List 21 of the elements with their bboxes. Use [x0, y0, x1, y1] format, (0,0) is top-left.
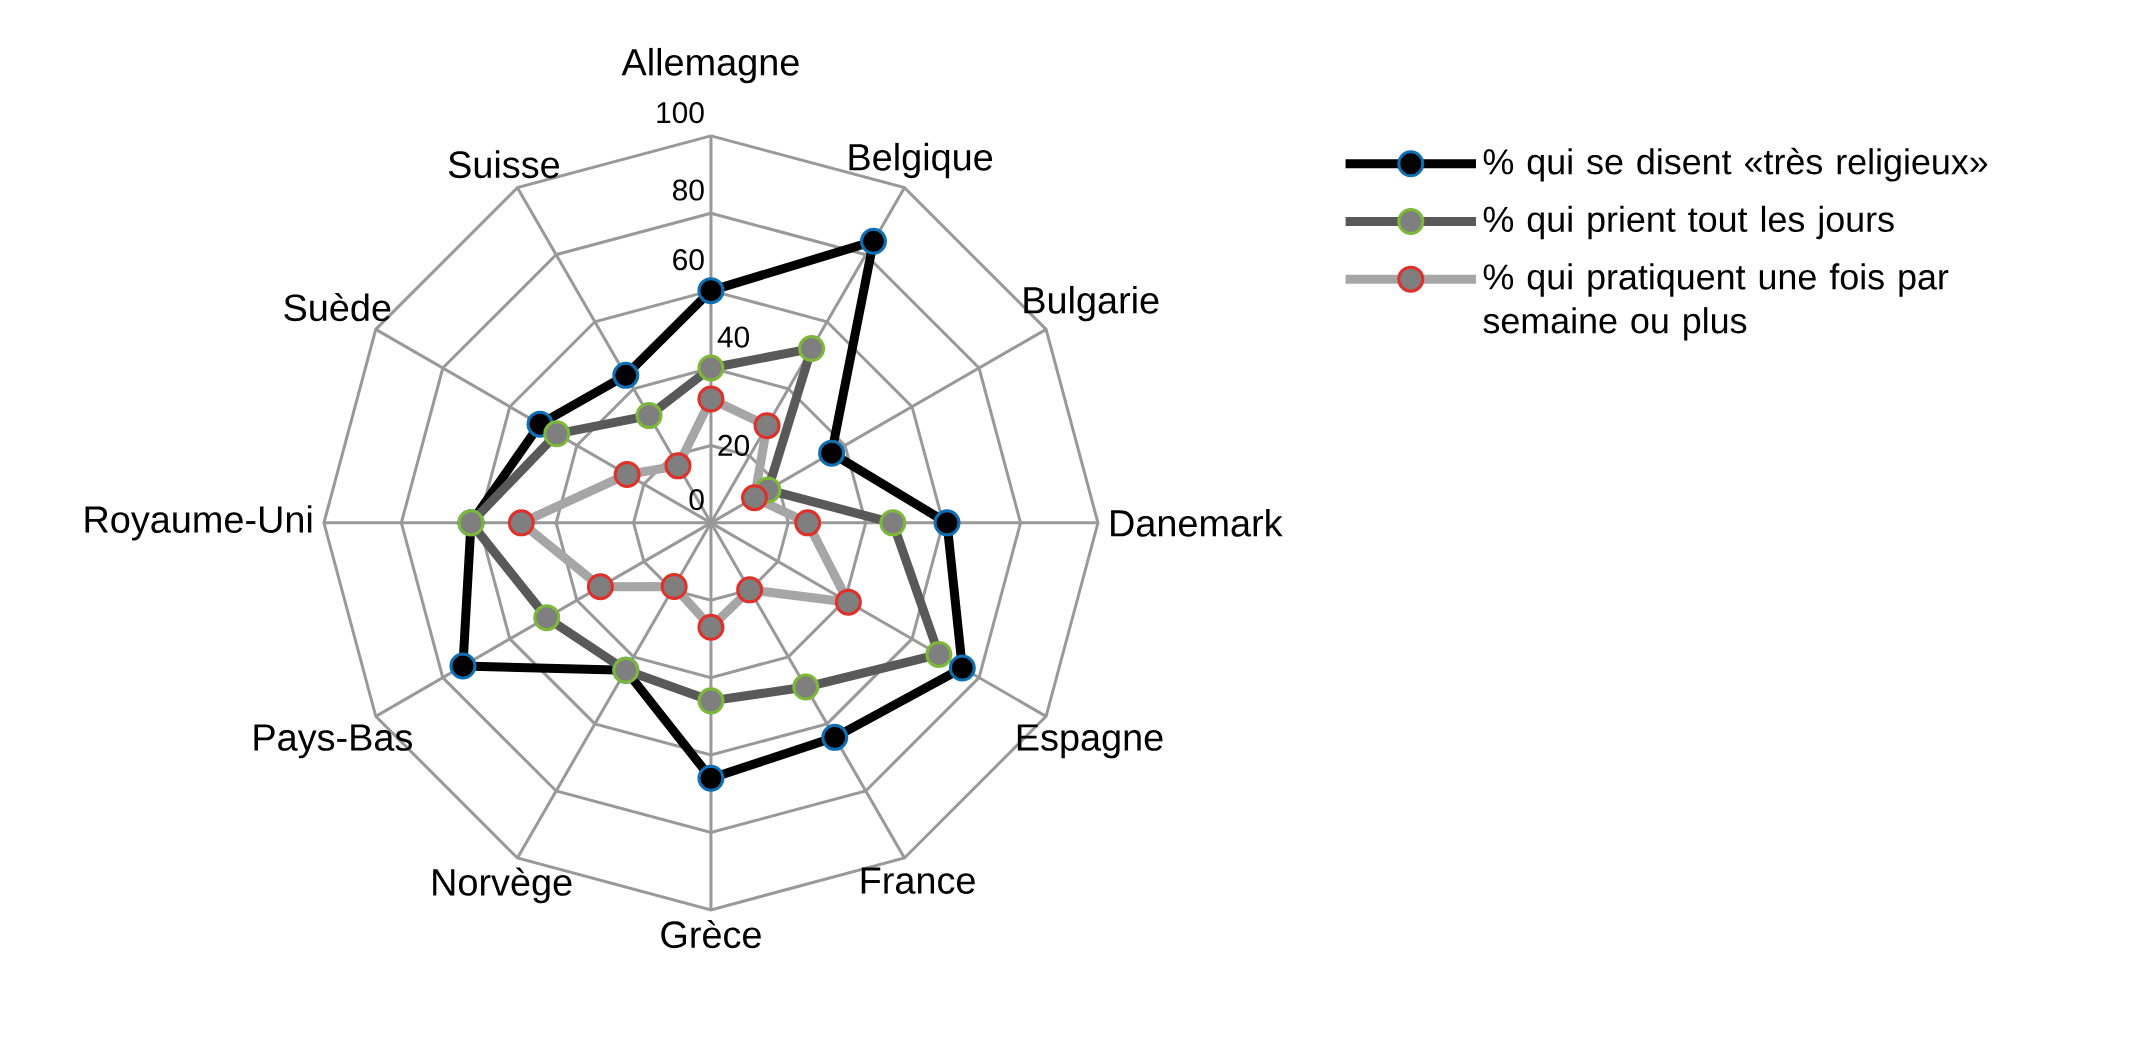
spoke-label: Danemark — [1111, 509, 1283, 537]
y-tick-label: 80 — [672, 179, 704, 201]
spoke-label: Royaume-Uni — [85, 505, 312, 541]
spoke-label: Allemagne — [621, 48, 799, 84]
legend-label: % qui pratiquent une fois par semaine ou plus — [1483, 263, 1949, 341]
spoke-label: France — [861, 867, 975, 895]
spoke-label: Bulgarie — [1024, 286, 1159, 322]
spoke-label: Belgique — [849, 143, 993, 179]
y-tick-label: 20 — [718, 435, 750, 457]
y-tick-label: 60 — [673, 249, 704, 271]
spoke-label: Norvège — [433, 867, 572, 904]
y-tick-label: 0 — [689, 489, 704, 511]
legend-label: % qui se disent «très religieux» — [1483, 147, 1988, 182]
spoke-label: Pays-Bas — [254, 724, 412, 759]
spoke-label: Grèce — [661, 920, 761, 949]
spoke-label: Espagne — [1017, 724, 1163, 759]
spoke-label: Suisse — [448, 150, 560, 179]
spoke-label: Suède — [284, 293, 391, 322]
y-tick-label: 100 — [657, 102, 704, 124]
y-tick-label: 40 — [717, 326, 750, 348]
legend-label: % qui prient tout les jours — [1483, 205, 1894, 240]
